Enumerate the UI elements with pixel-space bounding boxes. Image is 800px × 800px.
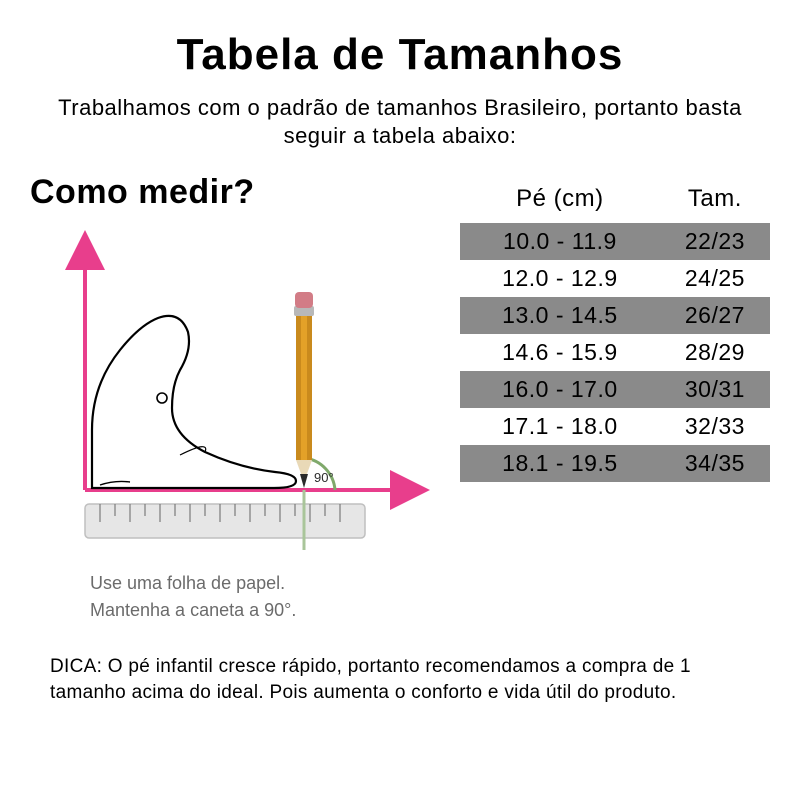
col-foot-header: Pé (cm): [460, 179, 660, 223]
tip-text: DICA: O pé infantil cresce rápido, porta…: [30, 654, 770, 705]
right-column: Pé (cm) Tam. 10.0 - 11.922/2312.0 - 12.9…: [460, 173, 770, 482]
caption-line-1: Use uma folha de papel.: [90, 570, 450, 597]
page-title: Tabela de Tamanhos: [30, 30, 770, 80]
col-size-header: Tam.: [660, 179, 770, 223]
cell-size: 28/29: [660, 334, 770, 371]
cell-foot: 17.1 - 18.0: [460, 408, 660, 445]
table-row: 18.1 - 19.534/35: [460, 445, 770, 482]
how-heading: Como medir?: [30, 173, 450, 212]
measure-diagram: 90°: [30, 230, 430, 570]
cell-size: 34/35: [660, 445, 770, 482]
table-row: 17.1 - 18.032/33: [460, 408, 770, 445]
cell-foot: 12.0 - 12.9: [460, 260, 660, 297]
table-row: 13.0 - 14.526/27: [460, 297, 770, 334]
cell-foot: 10.0 - 11.9: [460, 223, 660, 260]
cell-foot: 14.6 - 15.9: [460, 334, 660, 371]
cell-size: 32/33: [660, 408, 770, 445]
table-header-row: Pé (cm) Tam.: [460, 179, 770, 223]
table-row: 16.0 - 17.030/31: [460, 371, 770, 408]
left-column: Como medir?: [30, 173, 450, 624]
foot-icon: [92, 316, 296, 488]
cell-size: 24/25: [660, 260, 770, 297]
cell-size: 30/31: [660, 371, 770, 408]
main-row: Como medir?: [30, 173, 770, 624]
size-table: Pé (cm) Tam. 10.0 - 11.922/2312.0 - 12.9…: [460, 179, 770, 482]
table-row: 14.6 - 15.928/29: [460, 334, 770, 371]
ruler-icon: [85, 504, 365, 538]
table-row: 10.0 - 11.922/23: [460, 223, 770, 260]
diagram-caption: Use uma folha de papel. Mantenha a canet…: [30, 570, 450, 624]
angle-label: 90°: [314, 470, 334, 485]
cell-size: 22/23: [660, 223, 770, 260]
caption-line-2: Mantenha a caneta a 90°.: [90, 597, 450, 624]
table-row: 12.0 - 12.924/25: [460, 260, 770, 297]
cell-foot: 16.0 - 17.0: [460, 371, 660, 408]
cell-foot: 13.0 - 14.5: [460, 297, 660, 334]
intro-text: Trabalhamos com o padrão de tamanhos Bra…: [40, 94, 760, 149]
cell-size: 26/27: [660, 297, 770, 334]
cell-foot: 18.1 - 19.5: [460, 445, 660, 482]
